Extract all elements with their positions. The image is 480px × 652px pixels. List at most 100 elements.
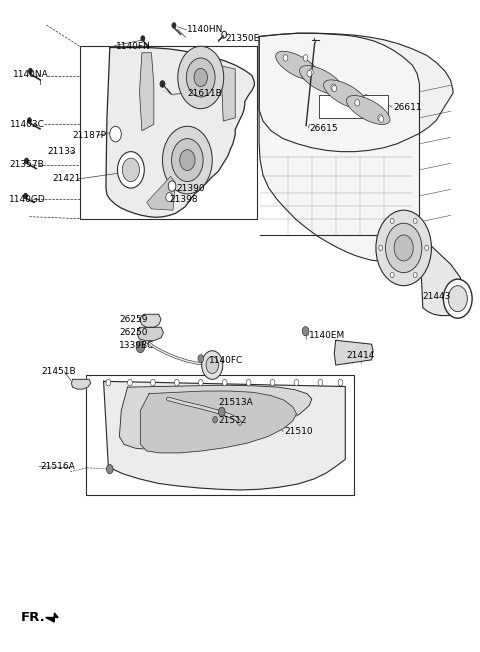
Polygon shape — [104, 381, 345, 490]
Polygon shape — [140, 314, 161, 327]
Text: 21133: 21133 — [47, 147, 76, 156]
Circle shape — [378, 115, 383, 121]
Circle shape — [171, 139, 203, 181]
Circle shape — [206, 357, 218, 374]
Text: 21451B: 21451B — [41, 367, 76, 376]
Circle shape — [448, 286, 468, 312]
Circle shape — [294, 379, 299, 386]
Circle shape — [218, 408, 225, 417]
Text: 1140GD: 1140GD — [9, 195, 46, 203]
Circle shape — [222, 379, 227, 386]
Polygon shape — [72, 379, 91, 389]
Circle shape — [128, 379, 132, 386]
Polygon shape — [420, 235, 465, 316]
Text: 1140NA: 1140NA — [12, 70, 48, 80]
Circle shape — [318, 379, 323, 386]
Circle shape — [394, 235, 413, 261]
Polygon shape — [141, 391, 297, 453]
Circle shape — [141, 36, 145, 41]
Circle shape — [168, 181, 176, 191]
Circle shape — [302, 327, 309, 336]
Ellipse shape — [324, 80, 367, 109]
Circle shape — [444, 279, 472, 318]
Circle shape — [28, 68, 32, 74]
Ellipse shape — [276, 52, 319, 80]
Circle shape — [379, 116, 384, 123]
Circle shape — [332, 85, 336, 92]
Circle shape — [122, 158, 140, 181]
Polygon shape — [147, 176, 175, 210]
Text: 21390: 21390 — [177, 184, 205, 192]
Circle shape — [107, 465, 113, 474]
Circle shape — [166, 192, 172, 201]
Bar — [86, 375, 354, 495]
Circle shape — [413, 273, 417, 278]
Text: FR.: FR. — [21, 611, 46, 624]
Ellipse shape — [347, 95, 390, 125]
Text: 26259: 26259 — [120, 315, 148, 324]
Text: 1339BC: 1339BC — [120, 341, 155, 350]
Circle shape — [136, 341, 145, 353]
Polygon shape — [334, 340, 373, 365]
Circle shape — [338, 379, 343, 386]
Text: 1140FN: 1140FN — [116, 42, 150, 51]
Circle shape — [186, 58, 215, 97]
Circle shape — [307, 70, 312, 77]
Text: 1140FC: 1140FC — [209, 356, 243, 365]
Circle shape — [213, 417, 217, 423]
Text: 21510: 21510 — [285, 427, 313, 436]
Text: 21398: 21398 — [169, 195, 198, 203]
Text: 26611: 26611 — [393, 103, 422, 112]
Circle shape — [246, 379, 251, 386]
Circle shape — [376, 210, 432, 286]
Circle shape — [178, 46, 224, 109]
Circle shape — [303, 55, 308, 61]
Text: 21350E: 21350E — [226, 34, 260, 43]
Polygon shape — [46, 613, 58, 622]
Circle shape — [355, 100, 360, 106]
Circle shape — [331, 84, 336, 91]
Text: 11403C: 11403C — [10, 120, 45, 129]
Circle shape — [390, 218, 394, 224]
Circle shape — [106, 379, 111, 386]
Text: 26250: 26250 — [120, 328, 148, 337]
Circle shape — [309, 69, 313, 76]
Circle shape — [160, 81, 165, 87]
Circle shape — [413, 218, 417, 224]
Polygon shape — [120, 385, 312, 450]
Text: 21357B: 21357B — [9, 160, 44, 169]
Circle shape — [110, 126, 121, 142]
Circle shape — [180, 150, 195, 171]
Circle shape — [390, 273, 394, 278]
Circle shape — [385, 223, 422, 273]
Circle shape — [172, 23, 176, 28]
Circle shape — [425, 245, 429, 250]
Polygon shape — [106, 48, 254, 217]
Polygon shape — [259, 33, 420, 261]
Text: 21611B: 21611B — [187, 89, 222, 98]
Text: 21187P: 21187P — [72, 131, 107, 140]
Polygon shape — [140, 53, 154, 131]
Text: 1140EM: 1140EM — [310, 331, 346, 340]
Circle shape — [283, 55, 288, 61]
Circle shape — [162, 126, 212, 194]
Circle shape — [198, 379, 203, 386]
Circle shape — [151, 379, 156, 386]
Circle shape — [118, 152, 144, 188]
Circle shape — [202, 351, 223, 379]
Ellipse shape — [300, 66, 343, 95]
Circle shape — [379, 245, 383, 250]
Circle shape — [270, 379, 275, 386]
Polygon shape — [137, 327, 163, 341]
Text: 21421: 21421 — [52, 175, 81, 183]
Circle shape — [24, 158, 28, 164]
Text: 21512: 21512 — [218, 416, 247, 425]
Text: 21516A: 21516A — [40, 462, 75, 471]
Bar — [80, 46, 257, 218]
Bar — [319, 95, 388, 118]
Polygon shape — [221, 66, 235, 121]
Text: 1140HN: 1140HN — [187, 25, 224, 35]
Text: 21513A: 21513A — [218, 398, 253, 407]
Circle shape — [174, 379, 179, 386]
Polygon shape — [259, 33, 453, 152]
